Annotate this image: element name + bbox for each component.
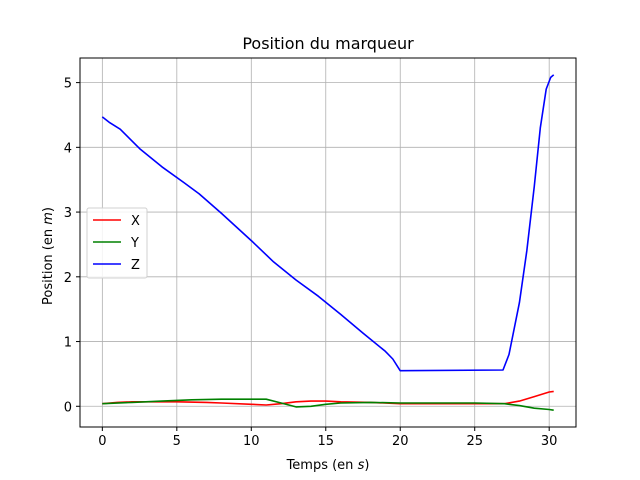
legend-label-x: X bbox=[131, 214, 140, 229]
y-axis-label-unit: m bbox=[41, 212, 56, 225]
legend: XYZ bbox=[86, 207, 148, 279]
y-tick-label: 1 bbox=[64, 336, 72, 351]
x-tick-label: 10 bbox=[243, 434, 260, 449]
grid bbox=[80, 58, 576, 427]
legend-label-z: Z bbox=[131, 258, 140, 273]
y-axis-label: Position (en m) bbox=[41, 207, 56, 305]
y-tick-label: 4 bbox=[64, 141, 72, 156]
y-axis-label-suffix: ) bbox=[41, 207, 56, 212]
series-line-y bbox=[102, 398, 554, 411]
legend-box bbox=[86, 207, 148, 279]
y-tick-label: 2 bbox=[64, 271, 72, 286]
series-line-z bbox=[101, 74, 555, 372]
x-tick-label: 5 bbox=[173, 434, 181, 449]
x-tick-label: 20 bbox=[392, 434, 409, 449]
x-tick-label: 15 bbox=[317, 434, 334, 449]
x-axis-label-unit: s bbox=[358, 458, 365, 473]
y-tick-label: 3 bbox=[64, 206, 72, 221]
x-tick-label: 30 bbox=[541, 434, 558, 449]
series-lines bbox=[101, 74, 555, 411]
legend-label-y: Y bbox=[130, 236, 139, 251]
chart-title: Position du marqueur bbox=[242, 34, 414, 53]
x-axis-label-suffix: ) bbox=[364, 458, 369, 473]
y-tick-label: 5 bbox=[64, 77, 72, 92]
x-tick-label: 25 bbox=[466, 434, 483, 449]
ticks: 0 5 10 15 20 25 30 0 1 2 3 4 5 bbox=[64, 77, 558, 449]
x-axis-label-prefix: Temps (en bbox=[286, 458, 358, 473]
y-axis-label-prefix: Position (en bbox=[41, 225, 56, 305]
y-tick-label: 0 bbox=[64, 400, 72, 415]
plot-frame bbox=[79, 57, 577, 428]
x-axis-label: Temps (en s) bbox=[286, 458, 370, 473]
x-tick-label: 0 bbox=[98, 434, 106, 449]
